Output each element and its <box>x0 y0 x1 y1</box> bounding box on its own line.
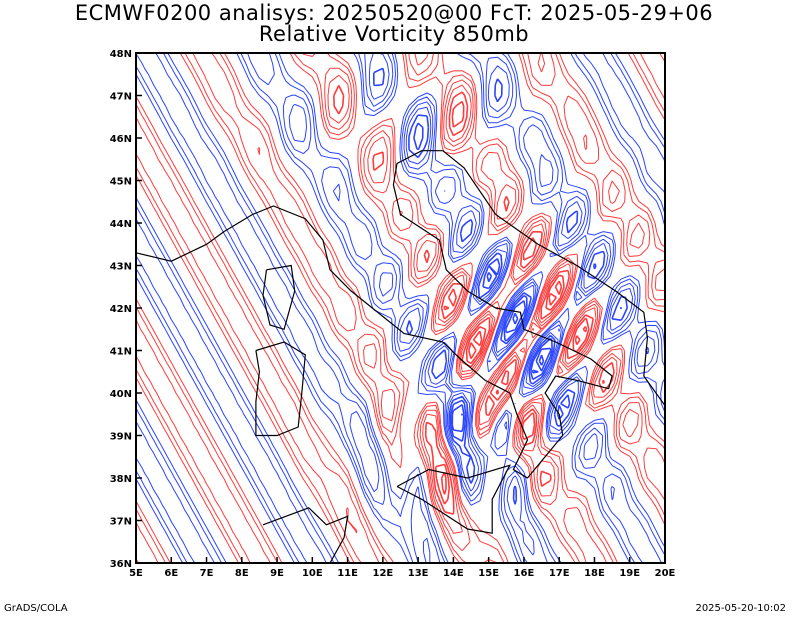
lat-tick-label: 45N <box>110 177 132 188</box>
lon-tick-label: 15E <box>478 568 499 579</box>
lat-tick-label: 40N <box>110 389 132 400</box>
lon-tick-label: 8E <box>235 568 249 579</box>
coastline <box>262 264 296 331</box>
lon-tick-label: 16E <box>514 568 535 579</box>
lon-tick-label: 20E <box>655 568 676 579</box>
coastline <box>136 231 225 262</box>
lon-tick-label: 6E <box>164 568 178 579</box>
latitude-axis: 36N 37N 38N 39N 40N 41N 42N 43N 44N 45N 46N 47N 48N <box>110 49 142 570</box>
negative-vorticity-contour <box>136 53 665 563</box>
negative-vorticity-contour <box>136 53 665 563</box>
lon-tick-label: 18E <box>584 568 605 579</box>
lon-tick-label: 7E <box>200 568 214 579</box>
lat-tick-label: 46N <box>110 134 132 145</box>
coastlines <box>136 150 665 563</box>
title-line-1: ECMWF0200 analisys: 20250520@00 FcT: 202… <box>74 1 714 25</box>
lon-tick-label: 13E <box>408 568 429 579</box>
lon-tick-label: 14E <box>443 568 464 579</box>
vorticity-contours <box>136 53 665 563</box>
lat-tick-label: 36N <box>110 559 132 570</box>
footer-timestamp: 2025-05-20-10:02 <box>695 603 786 614</box>
lon-tick-label: 5E <box>129 568 143 579</box>
negative-vorticity-contour <box>288 53 656 563</box>
coastline <box>223 150 613 479</box>
map-background <box>136 53 665 563</box>
lon-tick-label: 17E <box>549 568 570 579</box>
positive-vorticity-contour <box>136 53 665 563</box>
lat-tick-label: 44N <box>110 219 132 230</box>
lat-tick-label: 38N <box>110 474 132 485</box>
positive-vorticity-contour <box>434 100 605 505</box>
lat-tick-label: 41N <box>110 347 132 358</box>
negative-vorticity-contour <box>413 122 623 442</box>
coastline <box>442 150 665 407</box>
lon-tick-label: 9E <box>270 568 284 579</box>
positive-vorticity-contour <box>440 280 588 495</box>
longitude-axis: 5E 6E 7E 8E 9E 10E 11E 12E 13E 14E 15E 16E 17E 18E 19E… <box>129 557 676 579</box>
lat-tick-label: 48N <box>110 49 132 60</box>
lat-tick-label: 47N <box>110 92 132 103</box>
negative-vorticity-contour <box>451 272 552 433</box>
lon-tick-label: 19E <box>619 568 640 579</box>
positive-vorticity-contour <box>333 85 615 515</box>
positive-vorticity-contour <box>136 53 665 563</box>
coastline <box>396 464 511 534</box>
title-line-2: Relative Vorticity 850mb <box>258 22 530 46</box>
lon-tick-label: 10E <box>302 568 323 579</box>
lon-tick-label: 12E <box>372 568 393 579</box>
negative-vorticity-contour <box>136 53 665 563</box>
lat-tick-label: 37N <box>110 517 132 528</box>
negative-vorticity-contour <box>373 67 650 505</box>
coastline <box>255 341 306 437</box>
lat-tick-label: 39N <box>110 432 132 443</box>
negative-vorticity-contour <box>460 312 545 416</box>
coastline <box>262 507 349 563</box>
lon-tick-label: 11E <box>337 568 358 579</box>
footer-credit: GrADS/COLA <box>4 603 68 614</box>
lat-tick-label: 43N <box>110 262 132 273</box>
lat-tick-label: 42N <box>110 304 132 315</box>
